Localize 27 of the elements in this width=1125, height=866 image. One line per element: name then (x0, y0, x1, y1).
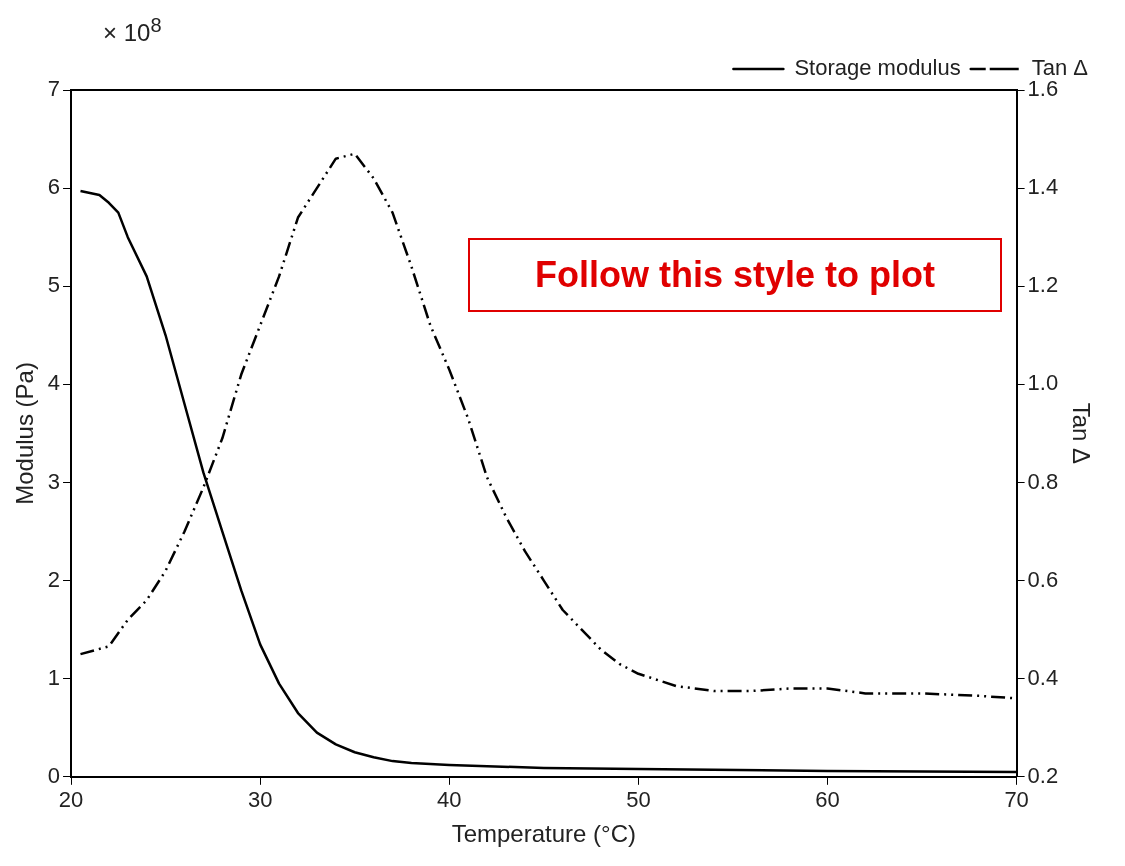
y2-axis-title: Tan Δ (1067, 402, 1095, 465)
y2-tick-label: 1.2 (1027, 272, 1059, 298)
y-tick-label: 5 (47, 272, 61, 298)
x-tick-label: 30 (247, 787, 273, 813)
y-tick-label: 2 (47, 566, 61, 592)
y-tick-label: 1 (47, 664, 61, 690)
y-tick-label: 4 (47, 370, 61, 396)
y2-tick-label: 1.4 (1027, 174, 1059, 200)
legend-label: Storage modulus (794, 55, 961, 81)
callout-box: Follow this style to plot (468, 238, 1002, 312)
y-tick-label: 7 (47, 76, 61, 102)
x-tick-label: 40 (437, 787, 462, 813)
x-tick-label: 60 (815, 787, 840, 813)
y-tick-label: 0 (47, 762, 61, 788)
y2-tick-label: 0.2 (1027, 762, 1059, 788)
y2-tick-label: 0.4 (1027, 664, 1059, 690)
x-tick-label: 70 (1004, 787, 1029, 813)
y-tick-label: 6 (47, 174, 61, 200)
text: × 10$^{8}$ (103, 14, 162, 47)
y2-tick-label: 0.8 (1027, 468, 1059, 494)
x-axis-title: Temperature (°C) (451, 820, 636, 848)
y2-tick-label: 0.6 (1027, 566, 1059, 592)
y2-tick-label: 1.0 (1027, 370, 1059, 396)
y-axis-title: Modulus (Pa) (11, 362, 39, 505)
y-tick-label: 3 (47, 468, 61, 494)
x-tick-label: 20 (58, 787, 84, 813)
x-tick-label: 50 (626, 787, 651, 813)
